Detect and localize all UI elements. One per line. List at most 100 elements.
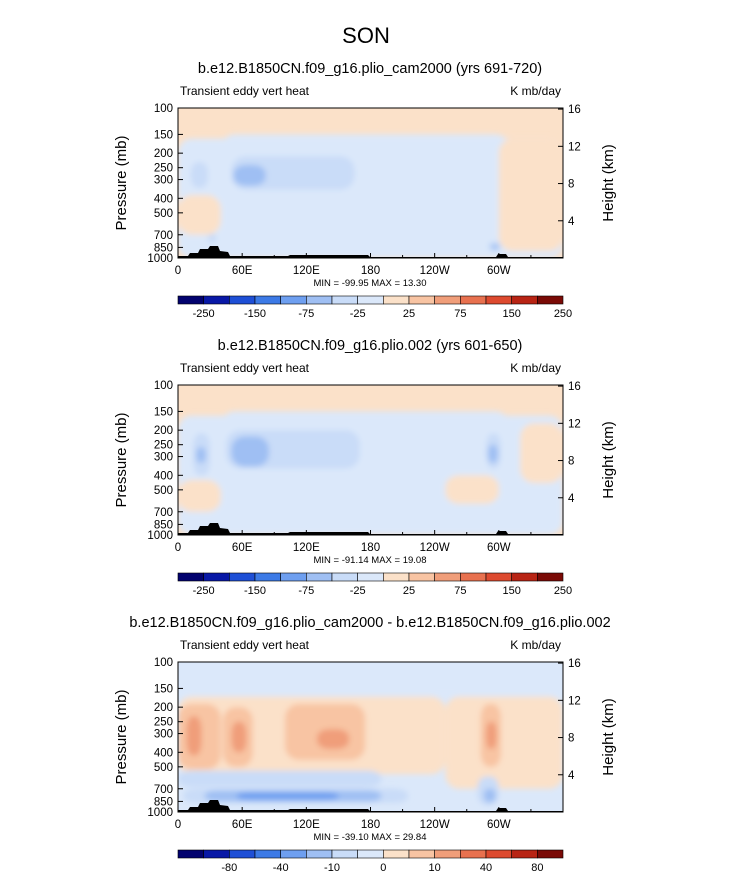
colorbar-label: 250	[554, 585, 572, 597]
contour-region	[207, 233, 217, 243]
colorbar-swatch	[485, 572, 512, 582]
colorbar-label: -25	[350, 585, 366, 597]
colorbar-label: -40	[273, 862, 289, 874]
colorbar-swatch	[460, 849, 487, 859]
contour-region	[445, 696, 563, 789]
colorbar-swatch	[254, 295, 281, 305]
colorbar-swatch	[434, 572, 461, 582]
y-tick-label: 150	[154, 129, 173, 141]
contour-region	[483, 788, 496, 803]
contour-region	[491, 244, 499, 250]
y-tick-label: 300	[154, 452, 173, 464]
y-tick-label: 150	[154, 683, 173, 695]
field-label: Transient eddy vert heat	[180, 361, 310, 375]
y-tick-label: 300	[154, 175, 173, 187]
colorbar-swatch	[331, 849, 358, 859]
y-right-tick-label: 4	[568, 493, 575, 505]
x-tick-label: 120W	[420, 265, 450, 277]
x-tick-label: 0	[175, 542, 181, 554]
contour-region	[178, 662, 563, 697]
y-tick-label: 700	[154, 784, 173, 796]
contour-field	[178, 385, 563, 535]
panel-title: b.e12.B1850CN.f09_g16.plio_cam2000 (yrs …	[198, 61, 542, 77]
colorbar-swatch	[229, 295, 256, 305]
field-label: Transient eddy vert heat	[180, 84, 310, 98]
y-tick-label: 850	[154, 796, 173, 808]
contour-region	[196, 447, 206, 463]
colorbar-swatch	[460, 572, 487, 582]
contour-region	[231, 436, 269, 467]
contour-region	[488, 444, 498, 463]
colorbar-swatch	[177, 572, 204, 582]
chart-panel-3: b.e12.B1850CN.f09_g16.plio_cam2000 - b.e…	[113, 615, 617, 874]
colorbar-swatch	[280, 572, 307, 582]
y-tick-label: 400	[154, 470, 173, 482]
panel-title: b.e12.B1850CN.f09_g16.plio.002 (yrs 601-…	[218, 338, 523, 354]
colorbar-swatch	[511, 849, 538, 859]
y-tick-label: 250	[154, 163, 173, 175]
colorbar-swatch	[203, 849, 230, 859]
y-right-tick-label: 12	[568, 418, 581, 430]
y-right-tick-label: 16	[568, 381, 581, 393]
y-axis-title: Pressure (mb)	[113, 135, 130, 230]
y-right-axis-title: Height (km)	[600, 144, 617, 222]
colorbar-label: 80	[531, 862, 543, 874]
topography	[178, 523, 563, 535]
x-tick-label: 0	[175, 819, 181, 831]
contour-field	[178, 662, 563, 812]
x-tick-label: 180	[361, 819, 380, 831]
colorbar-swatch	[408, 849, 435, 859]
contour-region	[220, 134, 510, 221]
colorbar-swatch	[537, 295, 564, 305]
colorbar-swatch	[357, 295, 384, 305]
y-right-tick-label: 4	[568, 216, 575, 228]
y-tick-label: 100	[154, 103, 173, 115]
y-tick-label: 500	[154, 762, 173, 774]
contour-region	[178, 480, 221, 512]
colorbar-swatch	[203, 572, 230, 582]
y-tick-label: 250	[154, 717, 173, 729]
y-tick-label: 200	[154, 148, 173, 160]
colorbar-swatch	[306, 572, 333, 582]
colorbar-swatch	[408, 295, 435, 305]
colorbar-swatch	[383, 572, 410, 582]
colorbar-label: 250	[554, 308, 572, 320]
y-tick-label: 200	[154, 702, 173, 714]
x-tick-label: 120E	[293, 542, 320, 554]
contour-region	[231, 721, 247, 753]
y-tick-label: 1000	[147, 253, 173, 265]
colorbar-label: -10	[324, 862, 340, 874]
topography	[178, 246, 563, 258]
colorbar-swatch	[537, 849, 564, 859]
y-right-tick-label: 8	[568, 456, 574, 468]
colorbar-swatch	[254, 572, 281, 582]
y-right-axis-title: Height (km)	[600, 698, 617, 776]
colorbar-swatch	[460, 295, 487, 305]
y-tick-label: 150	[154, 406, 173, 418]
colorbar-swatch	[229, 849, 256, 859]
colorbar-swatch	[331, 295, 358, 305]
contour-region	[233, 165, 266, 186]
colorbar-swatch	[511, 295, 538, 305]
x-tick-label: 120E	[293, 819, 320, 831]
contour-region	[520, 423, 563, 483]
y-axis-title: Pressure (mb)	[113, 412, 130, 507]
y-tick-label: 700	[154, 507, 173, 519]
colorbar-swatch	[357, 572, 384, 582]
colorbar-label: 150	[502, 585, 520, 597]
minmax-label: MIN = -39.10 MAX = 29.84	[313, 832, 426, 843]
contour-region	[236, 792, 339, 800]
contour-region	[178, 770, 382, 787]
colorbar-label: 25	[403, 585, 415, 597]
colorbar-swatch	[306, 295, 333, 305]
x-tick-label: 60W	[487, 819, 511, 831]
colorbar-swatch	[383, 849, 410, 859]
colorbar-swatch	[408, 572, 435, 582]
y-tick-label: 250	[154, 440, 173, 452]
x-tick-label: 120W	[420, 542, 450, 554]
contour-region	[186, 716, 202, 756]
colorbar-swatch	[254, 849, 281, 859]
colorbar-label: -25	[350, 308, 366, 320]
colorbar-swatch	[177, 295, 204, 305]
